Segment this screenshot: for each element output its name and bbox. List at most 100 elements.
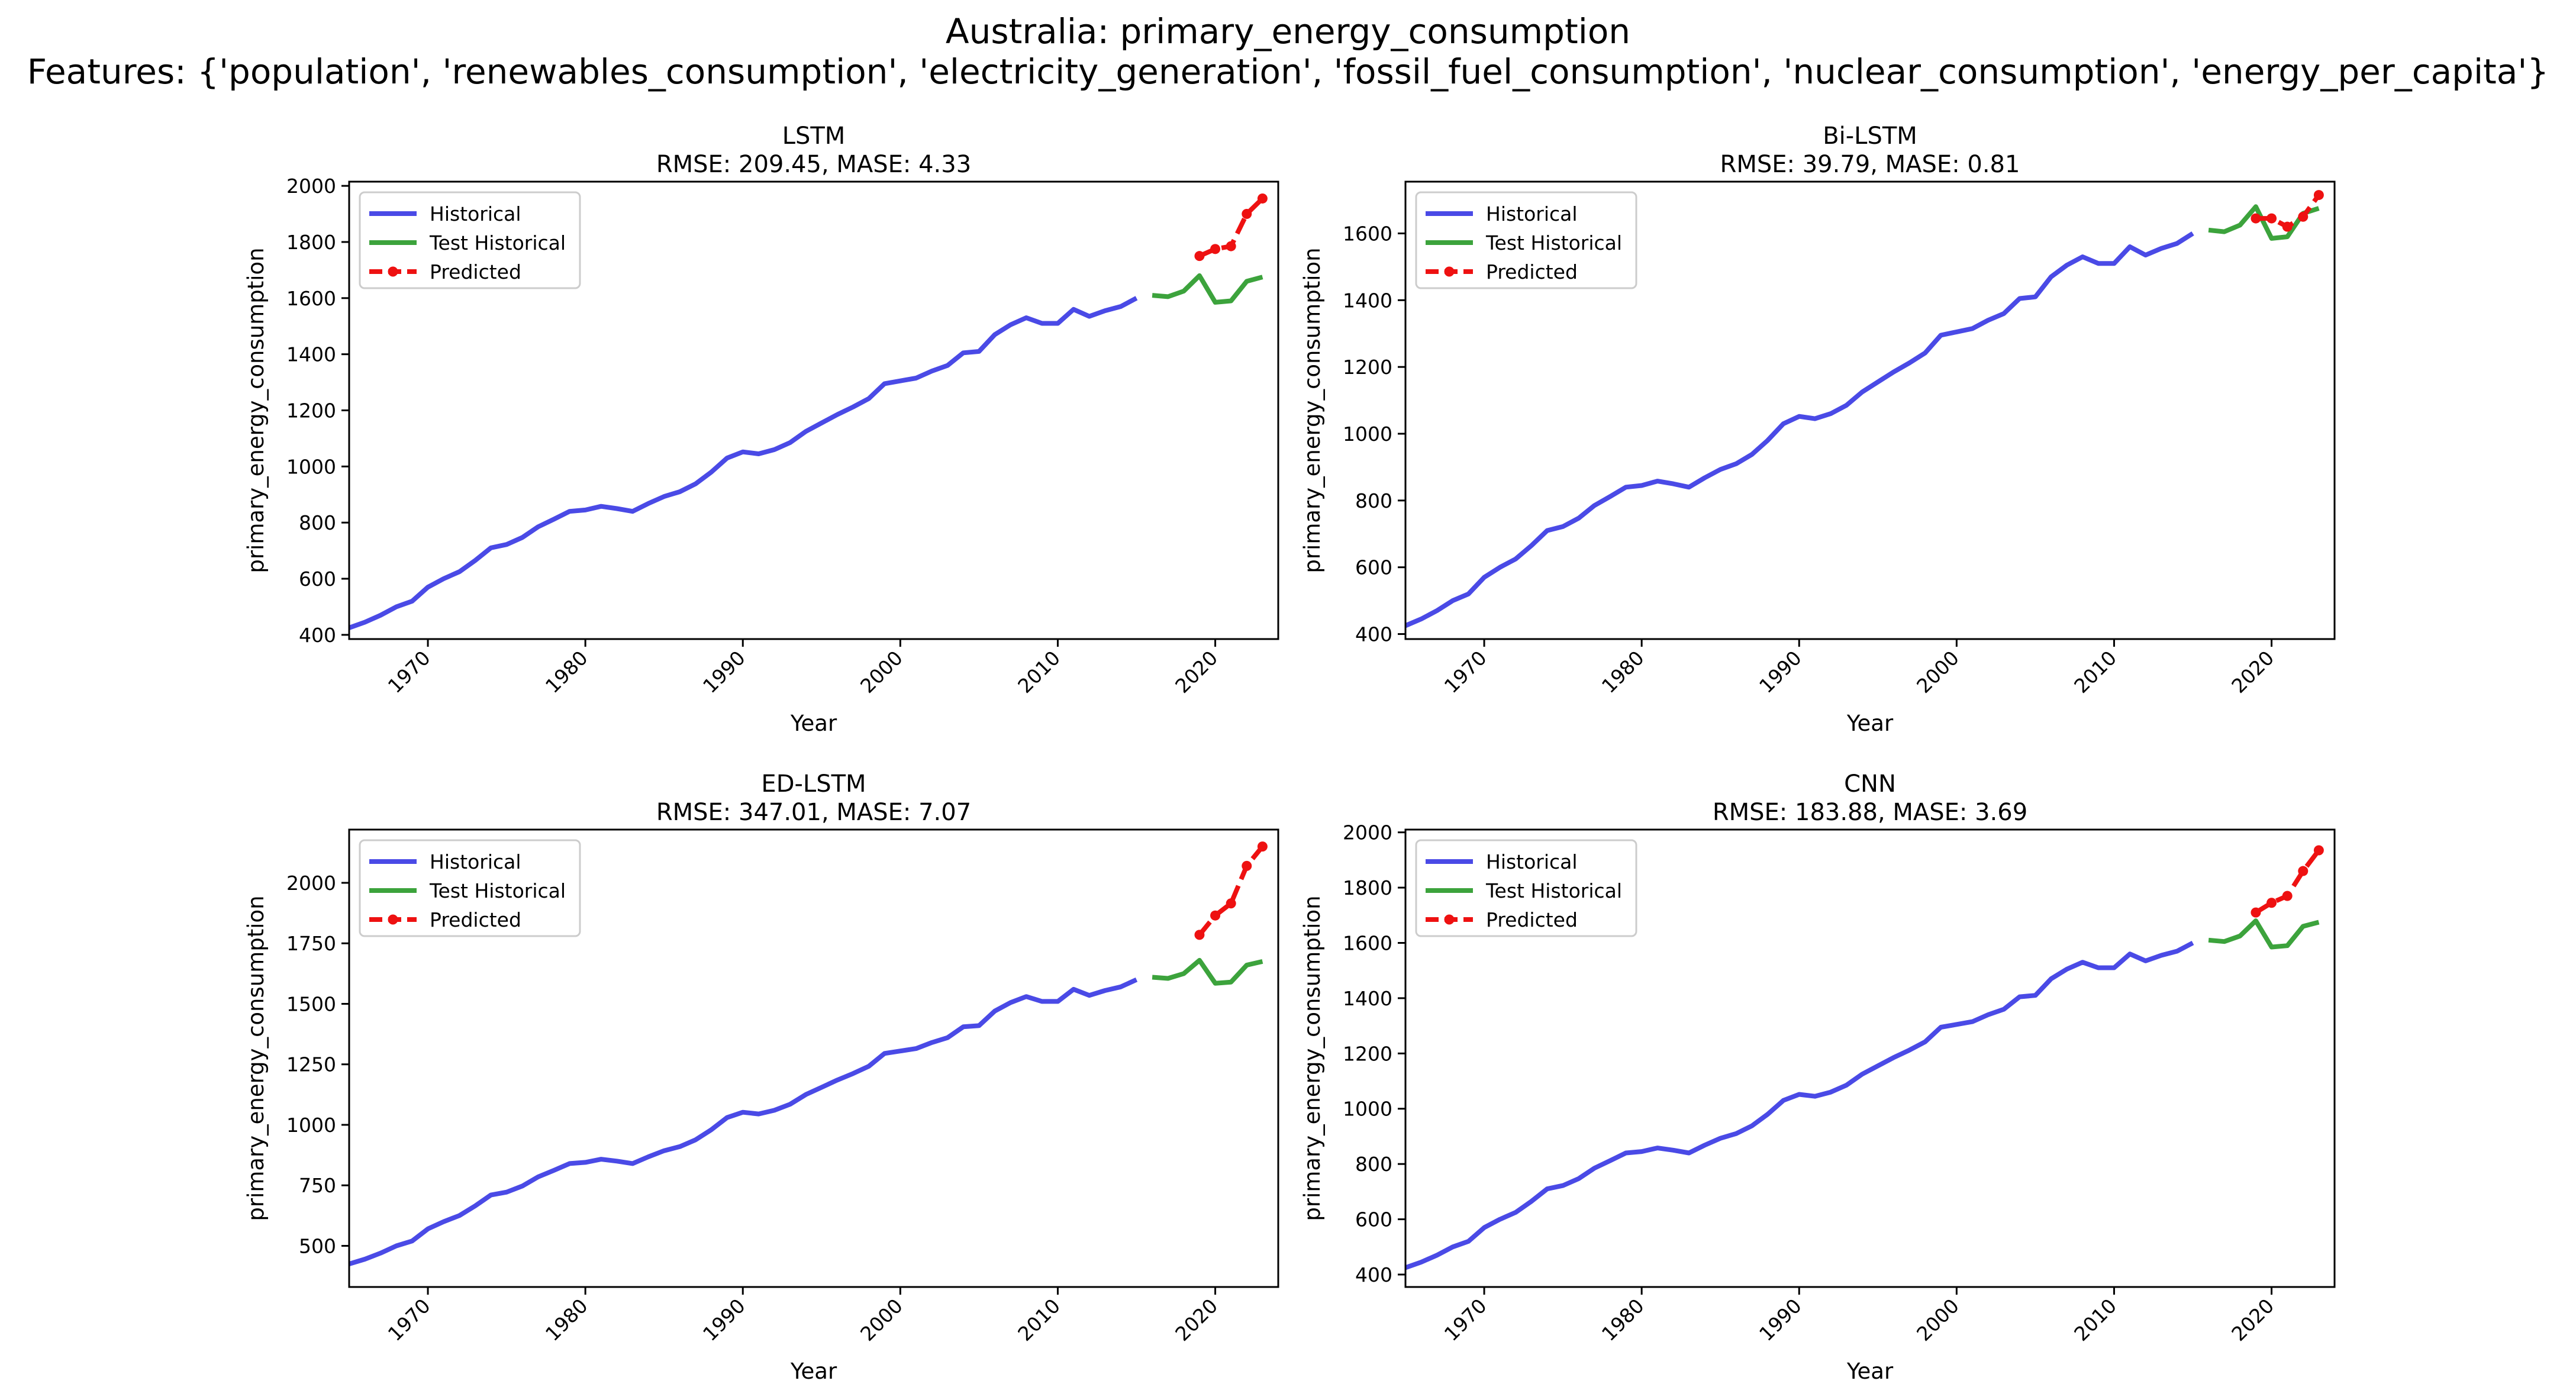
x-tick-label: 1980 xyxy=(541,646,592,698)
y-tick-label: 1000 xyxy=(286,455,336,478)
y-tick-label: 600 xyxy=(1355,1208,1392,1231)
subplot-title: CNN xyxy=(1844,770,1896,798)
legend-label: Test Historical xyxy=(1485,231,1622,254)
legend-marker xyxy=(1444,914,1455,925)
legend-label: Test Historical xyxy=(429,879,566,902)
x-tick-label: 2010 xyxy=(2069,1294,2121,1346)
figure-subtitle: Features: {'population', 'renewables_con… xyxy=(27,51,2549,92)
y-tick-label: 1400 xyxy=(1343,987,1392,1010)
x-tick-label: 2010 xyxy=(1013,1294,1065,1346)
y-tick-label: 600 xyxy=(1355,556,1392,579)
x-tick-label: 1970 xyxy=(383,646,435,698)
y-tick-label: 400 xyxy=(299,624,336,647)
y-tick-label: 1600 xyxy=(1343,222,1392,245)
legend-historical: Historical xyxy=(369,202,521,225)
y-tick-label: 1000 xyxy=(1343,1098,1392,1121)
y-tick-label: 2000 xyxy=(286,175,336,198)
series-group xyxy=(349,193,1268,630)
subplot-title: LSTM xyxy=(782,122,846,150)
series-predicted xyxy=(2254,849,2321,915)
series-group xyxy=(349,841,1268,1266)
legend-label: Predicted xyxy=(1486,260,1578,283)
y-tick-label: 1200 xyxy=(1343,1042,1392,1065)
subplot-metrics: RMSE: 347.01, MASE: 7.07 xyxy=(656,799,971,826)
legend-label: Test Historical xyxy=(429,231,566,254)
predicted-point xyxy=(2313,190,2324,201)
x-tick-label: 2020 xyxy=(2227,1294,2278,1346)
subplot-metrics: RMSE: 39.79, MASE: 0.81 xyxy=(1720,151,2020,178)
x-axis-label: Year xyxy=(790,1359,837,1384)
series-historical xyxy=(349,977,1138,1266)
predicted-point xyxy=(1226,241,1236,251)
legend-label: Historical xyxy=(1486,850,1578,873)
predicted-point xyxy=(2282,221,2293,232)
y-tick-label: 750 xyxy=(299,1174,336,1197)
y-tick-label: 2000 xyxy=(286,872,336,895)
y-tick-label: 1000 xyxy=(286,1114,336,1137)
y-tick-label: 1400 xyxy=(286,343,336,366)
subplot-metrics: RMSE: 209.45, MASE: 4.33 xyxy=(656,151,971,178)
y-tick-label: 400 xyxy=(1355,623,1392,646)
x-tick-label: 2010 xyxy=(1013,646,1065,698)
x-axis-label: Year xyxy=(1846,1359,1894,1384)
legend-historical: Historical xyxy=(369,850,521,873)
y-axis-label: primary_energy_consumption xyxy=(243,247,269,573)
axes-frame xyxy=(1404,180,2336,640)
predicted-point xyxy=(1226,898,1236,909)
axes-frame xyxy=(348,828,1279,1288)
legend-box xyxy=(1415,839,1637,937)
legend-box xyxy=(359,191,581,289)
x-tick-label: 1990 xyxy=(698,646,750,698)
x-tick-label: 2020 xyxy=(1171,1294,1222,1346)
x-tick-label: 1990 xyxy=(1755,646,1806,698)
legend-test-historical: Test Historical xyxy=(369,231,566,254)
legend-label: Predicted xyxy=(1486,908,1578,931)
legend-test-historical: Test Historical xyxy=(369,879,566,902)
legend-predicted: Predicted xyxy=(1426,260,1578,283)
figure-title: Australia: primary_energy_consumption xyxy=(945,11,1631,51)
x-tick-label: 2000 xyxy=(1912,1294,1964,1346)
legend: Historical Test Historical Predicted xyxy=(1415,839,1637,937)
predicted-point xyxy=(2251,213,2261,224)
x-tick-label: 2000 xyxy=(1912,646,1964,698)
y-tick-label: 1200 xyxy=(286,399,336,422)
x-tick-label: 1970 xyxy=(1440,646,1491,698)
y-tick-label: 400 xyxy=(1355,1263,1392,1286)
legend-historical: Historical xyxy=(1426,202,1578,225)
legend: Historical Test Historical Predicted xyxy=(359,191,581,289)
y-tick-label: 1800 xyxy=(286,231,336,254)
legend-test-historical: Test Historical xyxy=(1426,231,1622,254)
series-test-historical xyxy=(1152,273,1263,305)
axes-frame xyxy=(1404,828,2336,1288)
series-test-historical xyxy=(2208,204,2320,241)
series-test-historical xyxy=(2208,918,2320,950)
x-tick-label: 2000 xyxy=(856,1294,907,1346)
predicted-point xyxy=(2313,845,2324,856)
y-axis-label: primary_energy_consumption xyxy=(243,895,269,1221)
series-group xyxy=(1405,845,2324,1270)
predicted-point xyxy=(2267,213,2277,224)
legend-marker xyxy=(388,914,398,925)
predicted-point xyxy=(1210,244,1221,254)
legend: Historical Test Historical Predicted xyxy=(1415,191,1637,289)
y-axis-label: primary_energy_consumption xyxy=(1300,895,1325,1221)
legend-label: Historical xyxy=(1486,202,1578,225)
y-tick-label: 2000 xyxy=(1343,821,1392,844)
y-tick-label: 1250 xyxy=(286,1053,336,1076)
predicted-point xyxy=(2282,891,2293,901)
series-historical xyxy=(1405,231,2194,628)
predicted-point xyxy=(1257,193,1268,204)
legend-predicted: Predicted xyxy=(1426,908,1578,931)
series-test-historical xyxy=(1152,957,1263,986)
legend-predicted: Predicted xyxy=(369,260,521,283)
x-tick-label: 1980 xyxy=(541,1294,592,1346)
predicted-point xyxy=(2298,211,2309,222)
x-tick-label: 1980 xyxy=(1597,646,1649,698)
predicted-point xyxy=(1194,930,1205,940)
legend-predicted: Predicted xyxy=(369,908,521,931)
predicted-point xyxy=(1242,209,1252,220)
series-group xyxy=(1405,190,2324,628)
x-tick-label: 1990 xyxy=(1755,1294,1806,1346)
y-tick-label: 1000 xyxy=(1343,422,1392,446)
x-tick-label: 2020 xyxy=(2227,646,2278,698)
